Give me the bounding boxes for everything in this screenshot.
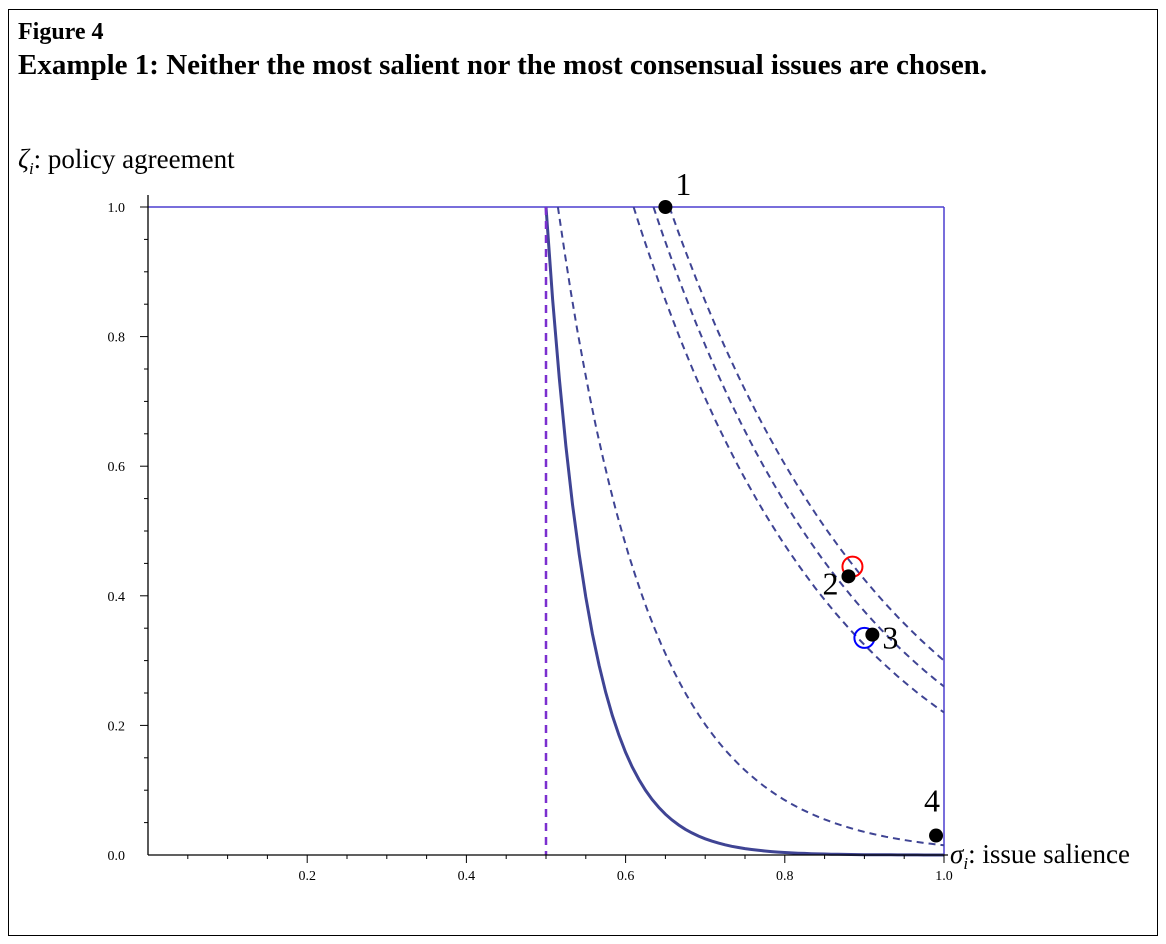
dashed-curve-3 [652,206,945,688]
point-3 [865,627,880,642]
y-tick-label: 0.2 [108,719,126,734]
point-1 [658,200,673,214]
point-label-1: 1 [675,166,691,202]
figure-label: Figure 4 [18,19,104,45]
y-tick-label: 1.0 [108,201,126,216]
point-label-4: 4 [924,783,940,819]
x-tick-label: 0.2 [298,869,316,884]
figure-frame [8,9,1158,936]
y-tick-label: 0.6 [108,460,126,475]
x-tick-label: 1.0 [935,869,953,884]
axes: 0.2 0.4 0.6 0.8 1.0 0.0 0.2 0.4 0.6 0.8 1.0 [108,195,953,884]
point-2 [841,569,856,584]
dashed-curve-2 [632,206,945,714]
x-tick-label: 0.8 [776,869,794,884]
y-tick-label: 0.0 [108,849,126,864]
y-tick-label: 0.8 [108,331,126,346]
dashed-curve-4 [668,206,945,662]
data-points: 1 2 3 4 [658,166,944,843]
figure-caption: Example 1: Neither the most salient nor … [18,49,988,81]
indifference-curves [544,206,945,857]
y-tick-label: 0.4 [108,590,126,605]
point-label-3: 3 [882,620,898,656]
x-tick-label: 0.6 [617,869,635,884]
solid-curve [544,206,944,857]
x-tick-label: 0.4 [458,869,476,884]
dashed-curve-1 [556,206,945,847]
point-4 [929,828,944,843]
y-axis-label: ζi: policy agreement [18,144,235,178]
point-label-2: 2 [822,565,838,601]
x-axis-label: σi: issue salience [950,839,1130,873]
